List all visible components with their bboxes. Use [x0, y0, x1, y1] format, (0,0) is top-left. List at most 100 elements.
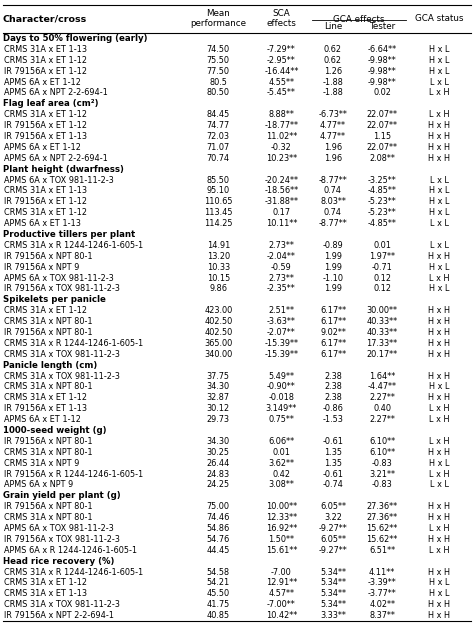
Text: 6.17**: 6.17** — [320, 317, 346, 326]
Text: APMS 6A x TOX 981-11-2-3: APMS 6A x TOX 981-11-2-3 — [4, 273, 114, 282]
Text: 1.15: 1.15 — [373, 132, 391, 141]
Text: 84.45: 84.45 — [207, 110, 230, 119]
Text: H x L: H x L — [429, 383, 450, 391]
Text: 95.10: 95.10 — [207, 186, 230, 196]
Text: CRMS 31A x ET 1-13: CRMS 31A x ET 1-13 — [4, 45, 87, 54]
Text: 74.50: 74.50 — [207, 45, 230, 54]
Text: -15.39**: -15.39** — [264, 350, 299, 359]
Text: 1.50**: 1.50** — [268, 535, 294, 544]
Text: H x H: H x H — [428, 339, 450, 348]
Text: CRMS 31A x R 1244-1246-1-605-1: CRMS 31A x R 1244-1246-1-605-1 — [4, 339, 143, 348]
Text: IR 79156A x ET 1-13: IR 79156A x ET 1-13 — [4, 404, 87, 413]
Text: 11.02**: 11.02** — [266, 132, 297, 141]
Text: 0.01: 0.01 — [373, 241, 391, 250]
Text: 0.17: 0.17 — [273, 208, 291, 217]
Text: -9.98**: -9.98** — [368, 55, 396, 65]
Text: L x H: L x H — [429, 404, 450, 413]
Text: IR 79156A x NPT 80-1: IR 79156A x NPT 80-1 — [4, 252, 92, 260]
Text: CRMS 31A x NPT 80-1: CRMS 31A x NPT 80-1 — [4, 383, 92, 391]
Text: L x H: L x H — [429, 273, 450, 282]
Text: 40.33**: 40.33** — [366, 328, 398, 337]
Text: 34.30: 34.30 — [207, 437, 230, 446]
Text: 0.01: 0.01 — [273, 448, 291, 457]
Text: Head rice recovery (%): Head rice recovery (%) — [3, 556, 114, 566]
Text: -0.59: -0.59 — [271, 263, 292, 272]
Text: 12.33**: 12.33** — [266, 513, 297, 522]
Text: Productive tillers per plant: Productive tillers per plant — [3, 230, 135, 239]
Text: CRMS 31A x TOX 981-11-2-3: CRMS 31A x TOX 981-11-2-3 — [4, 371, 120, 381]
Text: 6.06**: 6.06** — [268, 437, 294, 446]
Text: APMS 6A x NPT 2-2-694-1: APMS 6A x NPT 2-2-694-1 — [4, 88, 108, 97]
Text: 4.57**: 4.57** — [268, 589, 294, 598]
Text: CRMS 31A x TOX 981-11-2-3: CRMS 31A x TOX 981-11-2-3 — [4, 350, 120, 359]
Text: 4.77**: 4.77** — [320, 132, 346, 141]
Text: 0.62: 0.62 — [324, 45, 342, 54]
Text: IR 79156A x NPT 80-1: IR 79156A x NPT 80-1 — [4, 328, 92, 337]
Text: 423.00: 423.00 — [204, 306, 232, 315]
Text: 114.25: 114.25 — [204, 219, 233, 228]
Text: 34.30: 34.30 — [207, 383, 230, 391]
Text: L x H: L x H — [429, 415, 450, 424]
Text: 15.62**: 15.62** — [366, 535, 398, 544]
Text: -2.07**: -2.07** — [267, 328, 296, 337]
Text: 85.50: 85.50 — [207, 176, 230, 184]
Text: L x H: L x H — [429, 524, 450, 533]
Text: H x L: H x L — [429, 197, 450, 206]
Text: H x H: H x H — [428, 371, 450, 381]
Text: -2.95**: -2.95** — [267, 55, 296, 65]
Text: CRMS 31A x ET 1-13: CRMS 31A x ET 1-13 — [4, 186, 87, 196]
Text: 8.37**: 8.37** — [369, 611, 395, 620]
Text: H x H: H x H — [428, 143, 450, 152]
Text: CRMS 31A x NPT 80-1: CRMS 31A x NPT 80-1 — [4, 448, 92, 457]
Text: -9.27**: -9.27** — [319, 546, 347, 554]
Text: CRMS 31A x R 1244-1246-1-605-1: CRMS 31A x R 1244-1246-1-605-1 — [4, 568, 143, 576]
Text: 3.22: 3.22 — [324, 513, 342, 522]
Text: 12.91**: 12.91** — [266, 578, 297, 587]
Text: -1.88: -1.88 — [322, 77, 343, 87]
Text: 4.77**: 4.77** — [320, 121, 346, 130]
Text: 0.74: 0.74 — [324, 186, 342, 196]
Text: 24.25: 24.25 — [207, 480, 230, 490]
Text: -2.04**: -2.04** — [267, 252, 296, 260]
Text: 2.27**: 2.27** — [369, 415, 395, 424]
Text: Character/cross: Character/cross — [3, 14, 87, 23]
Text: L x L: L x L — [430, 77, 449, 87]
Text: 16.92**: 16.92** — [266, 524, 297, 533]
Text: CRMS 31A x ET 1-13: CRMS 31A x ET 1-13 — [4, 589, 87, 598]
Text: 10.00**: 10.00** — [266, 502, 297, 511]
Text: -0.74: -0.74 — [322, 480, 343, 490]
Text: 6.05**: 6.05** — [320, 502, 346, 511]
Text: CRMS 31A x ET 1-12: CRMS 31A x ET 1-12 — [4, 578, 87, 587]
Text: 70.74: 70.74 — [207, 154, 230, 163]
Text: 10.11**: 10.11** — [266, 219, 297, 228]
Text: APMS 6A x R 1244-1246-1-605-1: APMS 6A x R 1244-1246-1-605-1 — [4, 546, 137, 554]
Text: CRMS 31A x ET 1-12: CRMS 31A x ET 1-12 — [4, 393, 87, 402]
Text: IR 79156A x NPT 80-1: IR 79156A x NPT 80-1 — [4, 502, 92, 511]
Text: -7.29**: -7.29** — [267, 45, 296, 54]
Text: 340.00: 340.00 — [204, 350, 232, 359]
Text: -9.98**: -9.98** — [368, 67, 396, 75]
Text: 40.33**: 40.33** — [366, 317, 398, 326]
Text: 2.38: 2.38 — [324, 393, 342, 402]
Text: 30.25: 30.25 — [207, 448, 230, 457]
Text: Mean
performance: Mean performance — [190, 9, 246, 28]
Text: 72.03: 72.03 — [207, 132, 230, 141]
Text: 0.75**: 0.75** — [269, 415, 294, 424]
Text: 0.02: 0.02 — [373, 88, 391, 97]
Text: 32.87: 32.87 — [207, 393, 230, 402]
Text: H x H: H x H — [428, 611, 450, 620]
Text: 0.62: 0.62 — [324, 55, 342, 65]
Text: 10.42**: 10.42** — [266, 611, 297, 620]
Text: L x L: L x L — [430, 176, 449, 184]
Text: H x L: H x L — [429, 208, 450, 217]
Text: 6.10**: 6.10** — [369, 437, 395, 446]
Text: -18.56**: -18.56** — [264, 186, 299, 196]
Text: -0.018: -0.018 — [268, 393, 294, 402]
Text: 74.77: 74.77 — [207, 121, 230, 130]
Text: 5.34**: 5.34** — [320, 589, 346, 598]
Text: 29.73: 29.73 — [207, 415, 230, 424]
Text: H x H: H x H — [428, 448, 450, 457]
Text: APMS 6A x TOX 981-11-2-3: APMS 6A x TOX 981-11-2-3 — [4, 524, 114, 533]
Text: Line: Line — [324, 22, 342, 31]
Text: Grain yield per plant (g): Grain yield per plant (g) — [3, 492, 120, 500]
